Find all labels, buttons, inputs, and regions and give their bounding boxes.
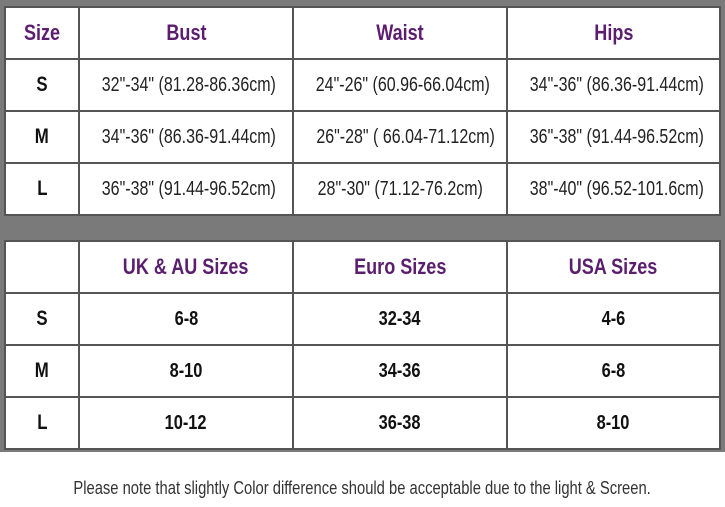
size-cell: L bbox=[4, 162, 80, 216]
header-cell: USA Sizes bbox=[506, 240, 721, 294]
table-header-row: UK & AU Sizes Euro Sizes USA Sizes bbox=[4, 240, 721, 294]
table-cell: 32"-34" (81.28-86.36cm) bbox=[78, 58, 294, 112]
table-cell: 36"-38" (91.44-96.52cm) bbox=[78, 162, 294, 216]
header-cell: Size bbox=[4, 6, 80, 60]
header-cell: Hips bbox=[506, 6, 721, 60]
size-cell: M bbox=[4, 344, 80, 398]
table-cell: 10-12 bbox=[78, 396, 294, 450]
size-cell: S bbox=[4, 292, 80, 346]
table-row: L 10-12 36-38 8-10 bbox=[4, 396, 721, 450]
table-cell: 4-6 bbox=[506, 292, 721, 346]
measurements-table: Size Bust Waist Hips S 32"-34" (81.28-86… bbox=[4, 6, 721, 216]
table-cell: 28"-30" (71.12-76.2cm) bbox=[292, 162, 508, 216]
table-cell: 32-34 bbox=[292, 292, 508, 346]
table-row: L 36"-38" (91.44-96.52cm) 28"-30" (71.12… bbox=[4, 162, 721, 216]
table-cell: 34"-36" (86.36-91.44cm) bbox=[506, 58, 721, 112]
table-cell: 6-8 bbox=[78, 292, 294, 346]
header-cell: UK & AU Sizes bbox=[78, 240, 294, 294]
table-cell: 36-38 bbox=[292, 396, 508, 450]
table-cell: 36"-38" (91.44-96.52cm) bbox=[506, 110, 721, 164]
table-cell: 34-36 bbox=[292, 344, 508, 398]
header-cell bbox=[4, 240, 80, 294]
header-cell: Bust bbox=[78, 6, 294, 60]
table-row: S 6-8 32-34 4-6 bbox=[4, 292, 721, 346]
table-row: M 34"-36" (86.36-91.44cm) 26"-28" ( 66.0… bbox=[4, 110, 721, 164]
header-cell: Waist bbox=[292, 6, 508, 60]
size-cell: M bbox=[4, 110, 80, 164]
table-header-row: Size Bust Waist Hips bbox=[4, 6, 721, 60]
table-cell: 8-10 bbox=[506, 396, 721, 450]
color-disclaimer-note: Please note that slightly Color differen… bbox=[73, 478, 652, 498]
conversions-table: UK & AU Sizes Euro Sizes USA Sizes S 6-8… bbox=[4, 240, 721, 450]
table-cell: 34"-36" (86.36-91.44cm) bbox=[78, 110, 294, 164]
size-cell: L bbox=[4, 396, 80, 450]
table-row: S 32"-34" (81.28-86.36cm) 24"-26" (60.96… bbox=[4, 58, 721, 112]
table-cell: 26"-28" ( 66.04-71.12cm) bbox=[292, 110, 508, 164]
size-cell: S bbox=[4, 58, 80, 112]
table-cell: 24"-26" (60.96-66.04cm) bbox=[292, 58, 508, 112]
table-row: M 8-10 34-36 6-8 bbox=[4, 344, 721, 398]
table-cell: 38"-40" (96.52-101.6cm) bbox=[506, 162, 721, 216]
header-cell: Euro Sizes bbox=[292, 240, 508, 294]
table-cell: 6-8 bbox=[506, 344, 721, 398]
table-cell: 8-10 bbox=[78, 344, 294, 398]
